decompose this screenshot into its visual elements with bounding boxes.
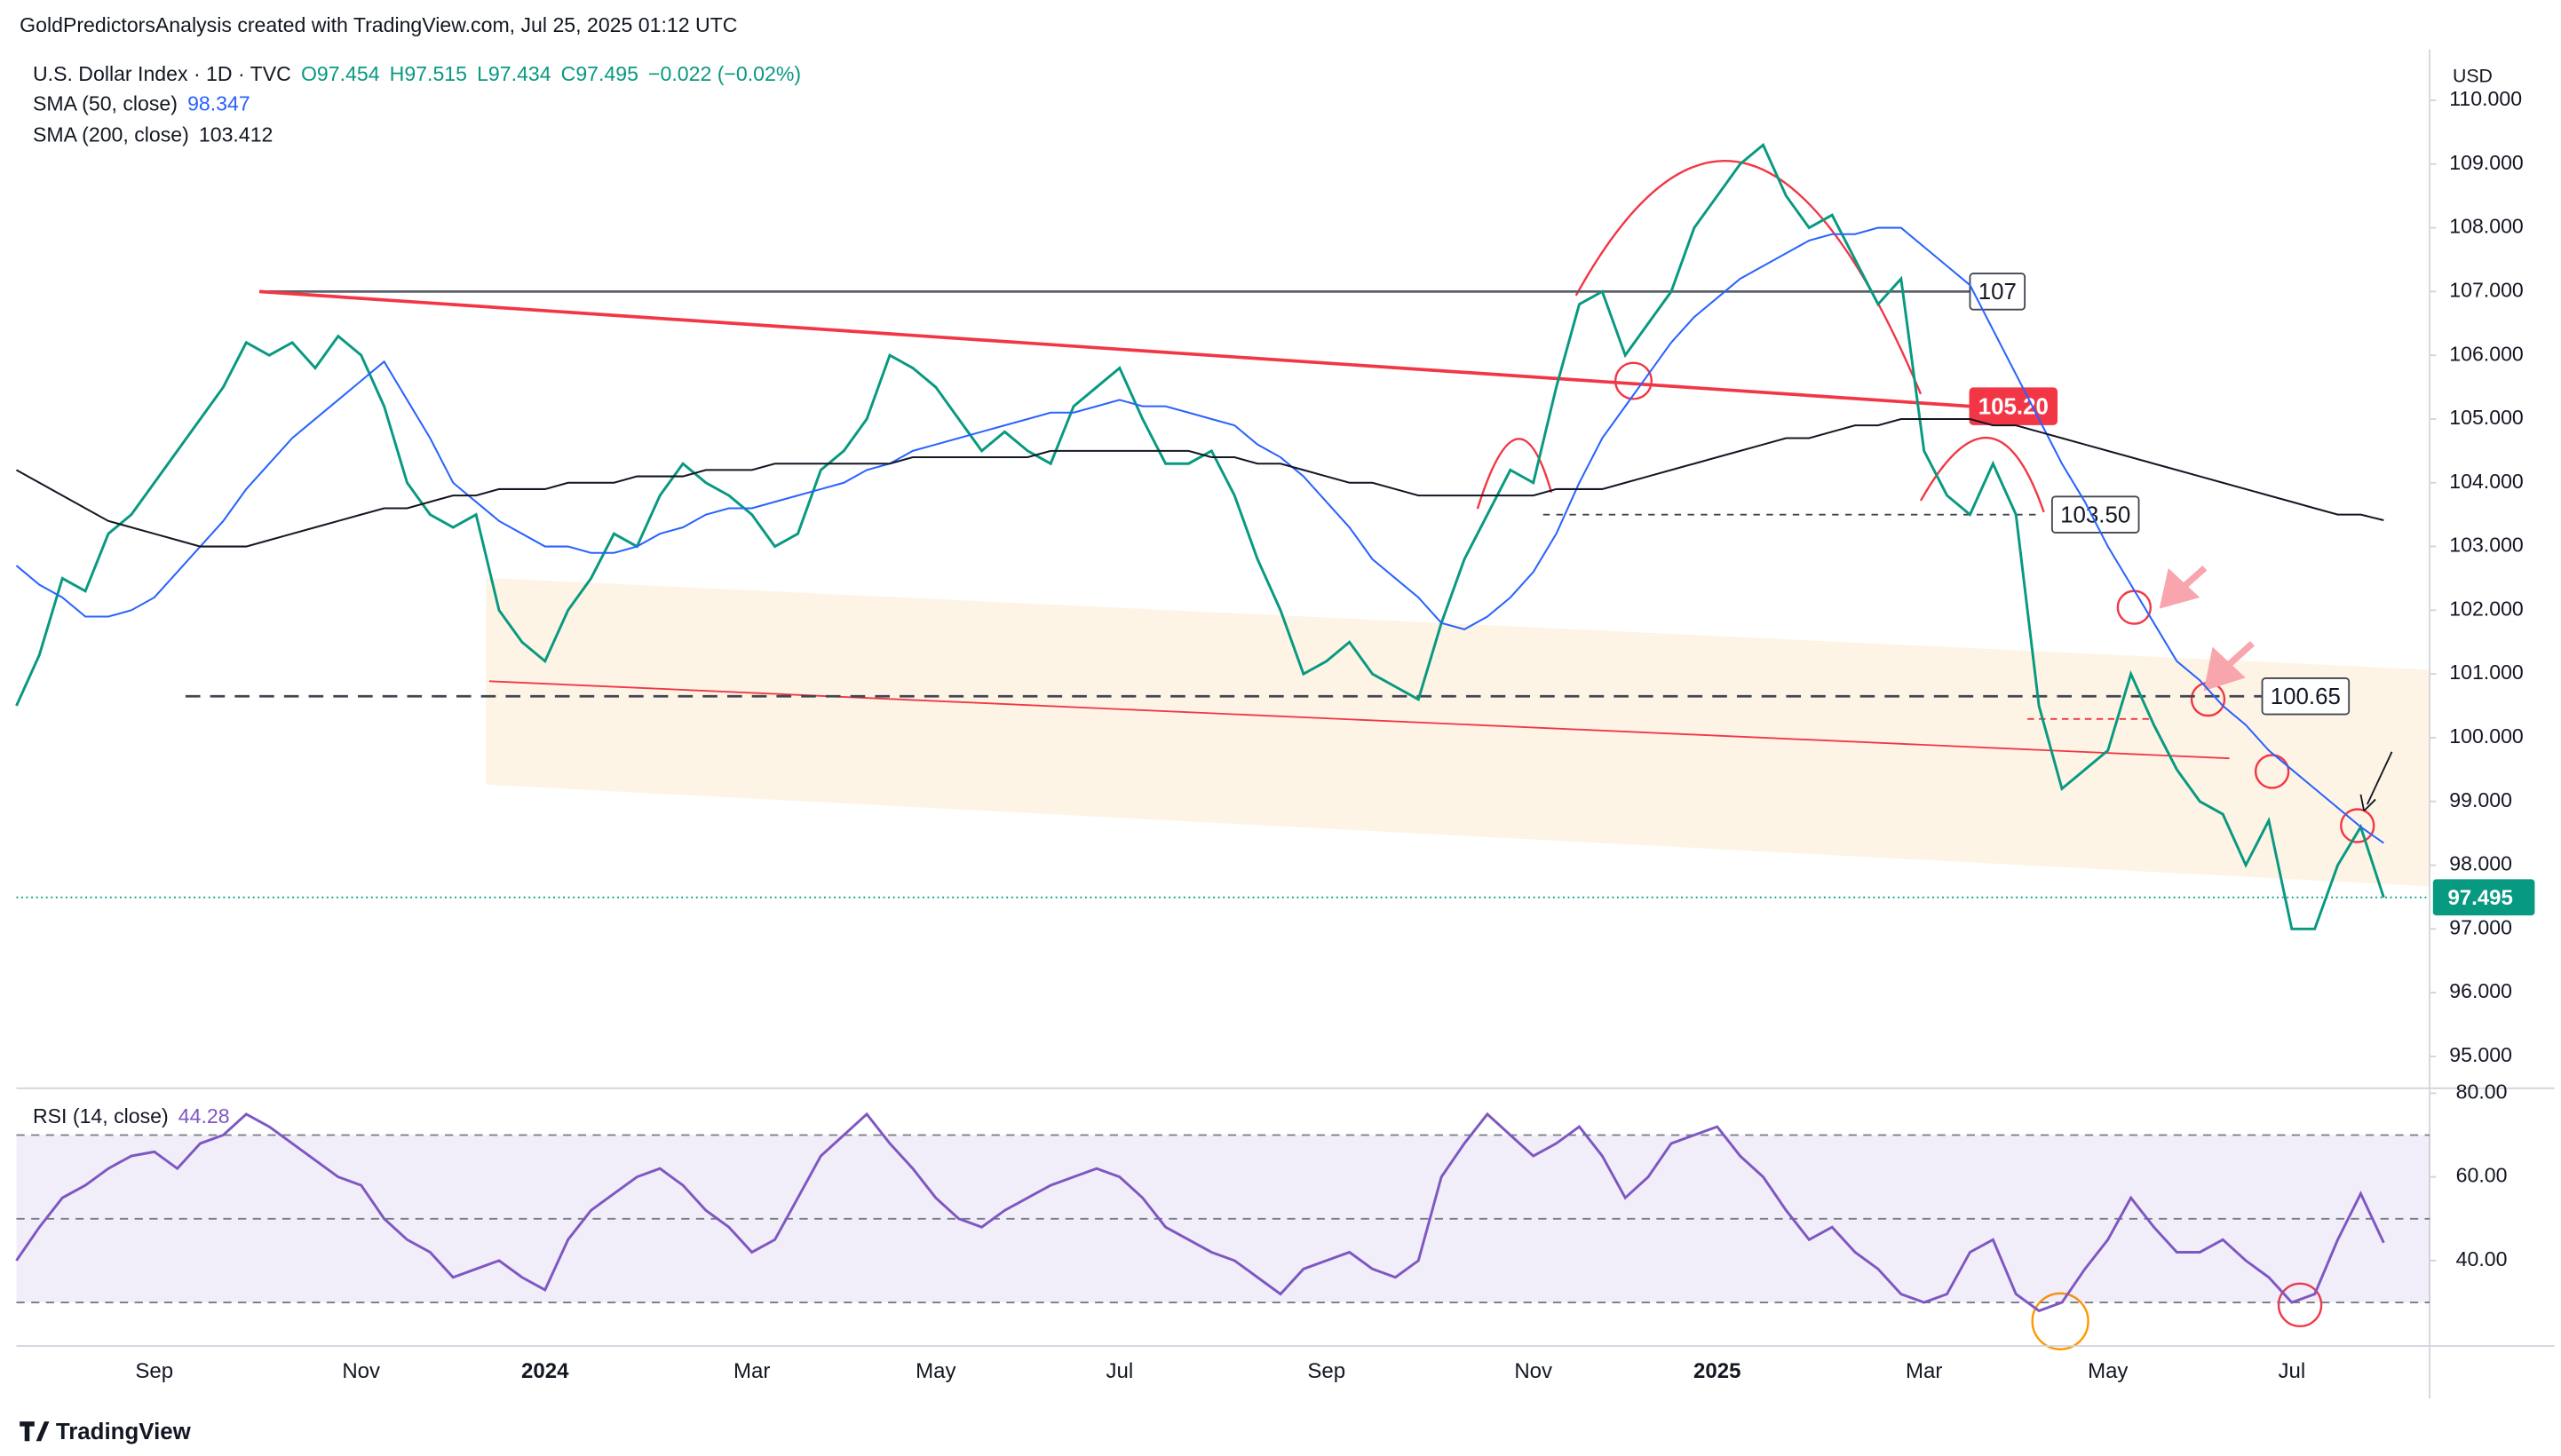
x-tick-label: Mar xyxy=(733,1359,770,1383)
series-line xyxy=(15,226,2384,844)
y-tick-label: 99.000 xyxy=(2449,788,2512,811)
y-tick-label: 109.000 xyxy=(2449,151,2523,174)
series-line xyxy=(15,417,2384,548)
y-tick-label: 110.000 xyxy=(2449,87,2522,110)
y-tick-label: 95.000 xyxy=(2449,1043,2512,1066)
legend-text: 103.412 xyxy=(199,123,273,146)
x-tick-label: Jul xyxy=(2278,1359,2305,1383)
x-tick-label: Mar xyxy=(1906,1359,1942,1383)
legend-text: 44.28 xyxy=(178,1104,230,1128)
arc xyxy=(1919,436,2045,513)
level-label: 107 xyxy=(1978,280,2017,305)
x-tick-label: 2024 xyxy=(521,1359,569,1383)
y-tick-label: 108.000 xyxy=(2449,215,2523,238)
last-price-label: 97.495 xyxy=(2447,886,2512,910)
y-tick-label: 105.000 xyxy=(2449,406,2523,429)
attribution: GoldPredictorsAnalysis created with Trad… xyxy=(20,13,737,36)
legend-text: RSI (14, close) xyxy=(33,1104,169,1128)
x-tick-label: 2025 xyxy=(1693,1359,1740,1383)
x-tick-label: Sep xyxy=(1307,1359,1345,1383)
y-tick-label: 104.000 xyxy=(2449,470,2523,493)
x-tick-label: Jul xyxy=(1106,1359,1133,1383)
legend-text: SMA (50, close) xyxy=(33,92,178,115)
legend-text: −0.022 (−0.02%) xyxy=(648,62,801,85)
channel-line xyxy=(488,680,2230,760)
series-line xyxy=(15,142,2385,930)
circle xyxy=(2277,1282,2323,1328)
legend-text: SMA (200, close) xyxy=(33,123,189,146)
level-line xyxy=(258,289,1970,408)
x-tick-label: May xyxy=(916,1359,955,1383)
y-tick-label: 40.00 xyxy=(2456,1247,2508,1270)
unit-box xyxy=(2436,59,2516,96)
y-tick-label: 106.000 xyxy=(2449,342,2523,365)
channel xyxy=(486,577,2430,887)
unit-label: USD xyxy=(2453,66,2493,87)
level-box xyxy=(2261,677,2351,716)
level-box xyxy=(1969,273,2026,311)
series-line xyxy=(15,1112,2385,1313)
y-tick-label: 100.000 xyxy=(2449,724,2523,748)
y-tick-label: 102.000 xyxy=(2449,597,2523,620)
x-tick-label: Sep xyxy=(135,1359,173,1383)
level-box xyxy=(1969,387,2058,425)
circle xyxy=(2254,754,2290,789)
y-tick-label: 80.00 xyxy=(2456,1080,2508,1103)
circle xyxy=(2031,1292,2089,1350)
y-tick-label: 103.000 xyxy=(2449,534,2523,557)
legend-text: 98.347 xyxy=(187,92,250,115)
legend-text: C97.495 xyxy=(561,62,638,85)
brand: TradingView xyxy=(56,1420,192,1444)
logo-mark xyxy=(20,1421,50,1442)
legend-text: U.S. Dollar Index · 1D · TVC xyxy=(33,62,291,85)
legend-text: L97.434 xyxy=(477,62,551,85)
circle xyxy=(2340,808,2375,843)
legend-text: H97.515 xyxy=(390,62,467,85)
legend-text: O97.454 xyxy=(301,62,380,85)
x-tick-label: Nov xyxy=(1514,1359,1552,1383)
level-label: 100.65 xyxy=(2271,684,2341,709)
x-tick-label: Nov xyxy=(342,1359,380,1383)
y-tick-label: 60.00 xyxy=(2456,1164,2508,1187)
y-tick-label: 98.000 xyxy=(2449,852,2512,875)
y-tick-label: 101.000 xyxy=(2449,661,2523,684)
arrow xyxy=(2159,565,2208,609)
level-box xyxy=(2050,495,2140,534)
arc xyxy=(1476,438,1553,510)
y-tick-label: 97.000 xyxy=(2449,915,2512,938)
arrow xyxy=(2203,641,2255,692)
y-tick-label: 107.000 xyxy=(2449,278,2523,301)
y-tick-label: 96.000 xyxy=(2449,979,2512,1002)
last-price-badge xyxy=(2432,879,2535,916)
x-tick-label: May xyxy=(2088,1359,2128,1383)
arrow xyxy=(2359,751,2393,812)
logo xyxy=(20,1421,50,1442)
